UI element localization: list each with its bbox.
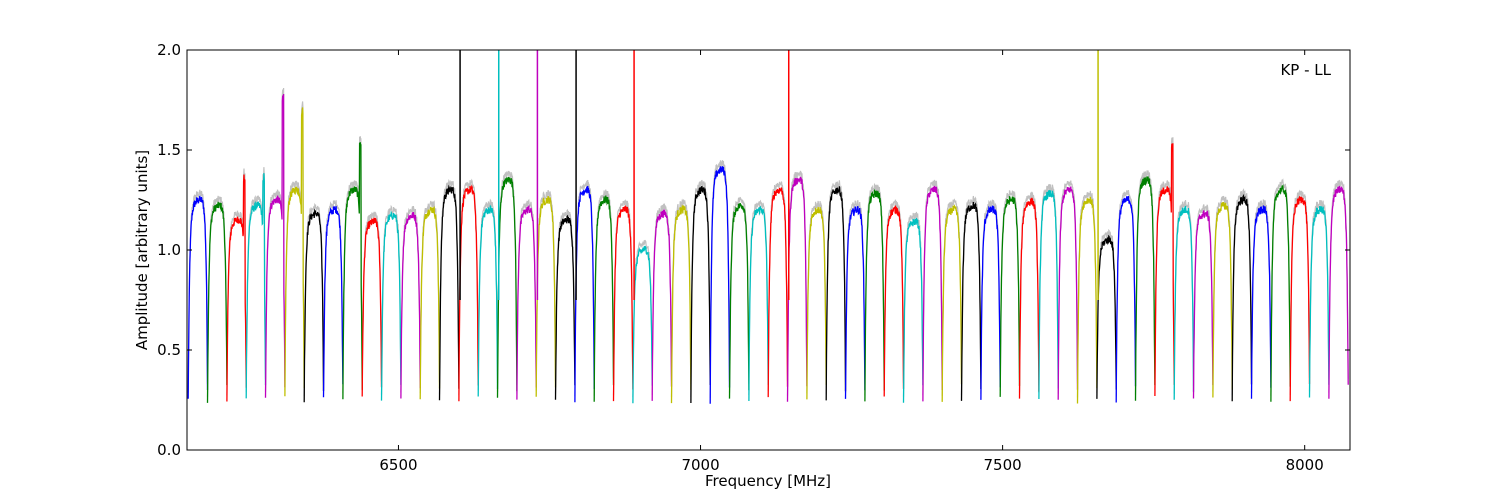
x-tick-label-3: 8000 — [1286, 456, 1324, 474]
x-tick-label-2: 7500 — [984, 456, 1022, 474]
y-tick-label-3: 1.5 — [157, 141, 181, 159]
baseline-annotation: KP - LL — [1280, 61, 1331, 79]
y-tick-label-0: 0.0 — [157, 441, 181, 459]
y-tick-label-2: 1.0 — [157, 241, 181, 259]
y-axis-label: Amplitude [arbitrary units] — [133, 150, 151, 350]
y-tick-label-1: 0.5 — [157, 341, 181, 359]
x-axis-label: Frequency [MHz] — [705, 472, 831, 490]
x-tick-label-0: 6500 — [379, 456, 417, 474]
y-tick-label-4: 2.0 — [157, 41, 181, 59]
